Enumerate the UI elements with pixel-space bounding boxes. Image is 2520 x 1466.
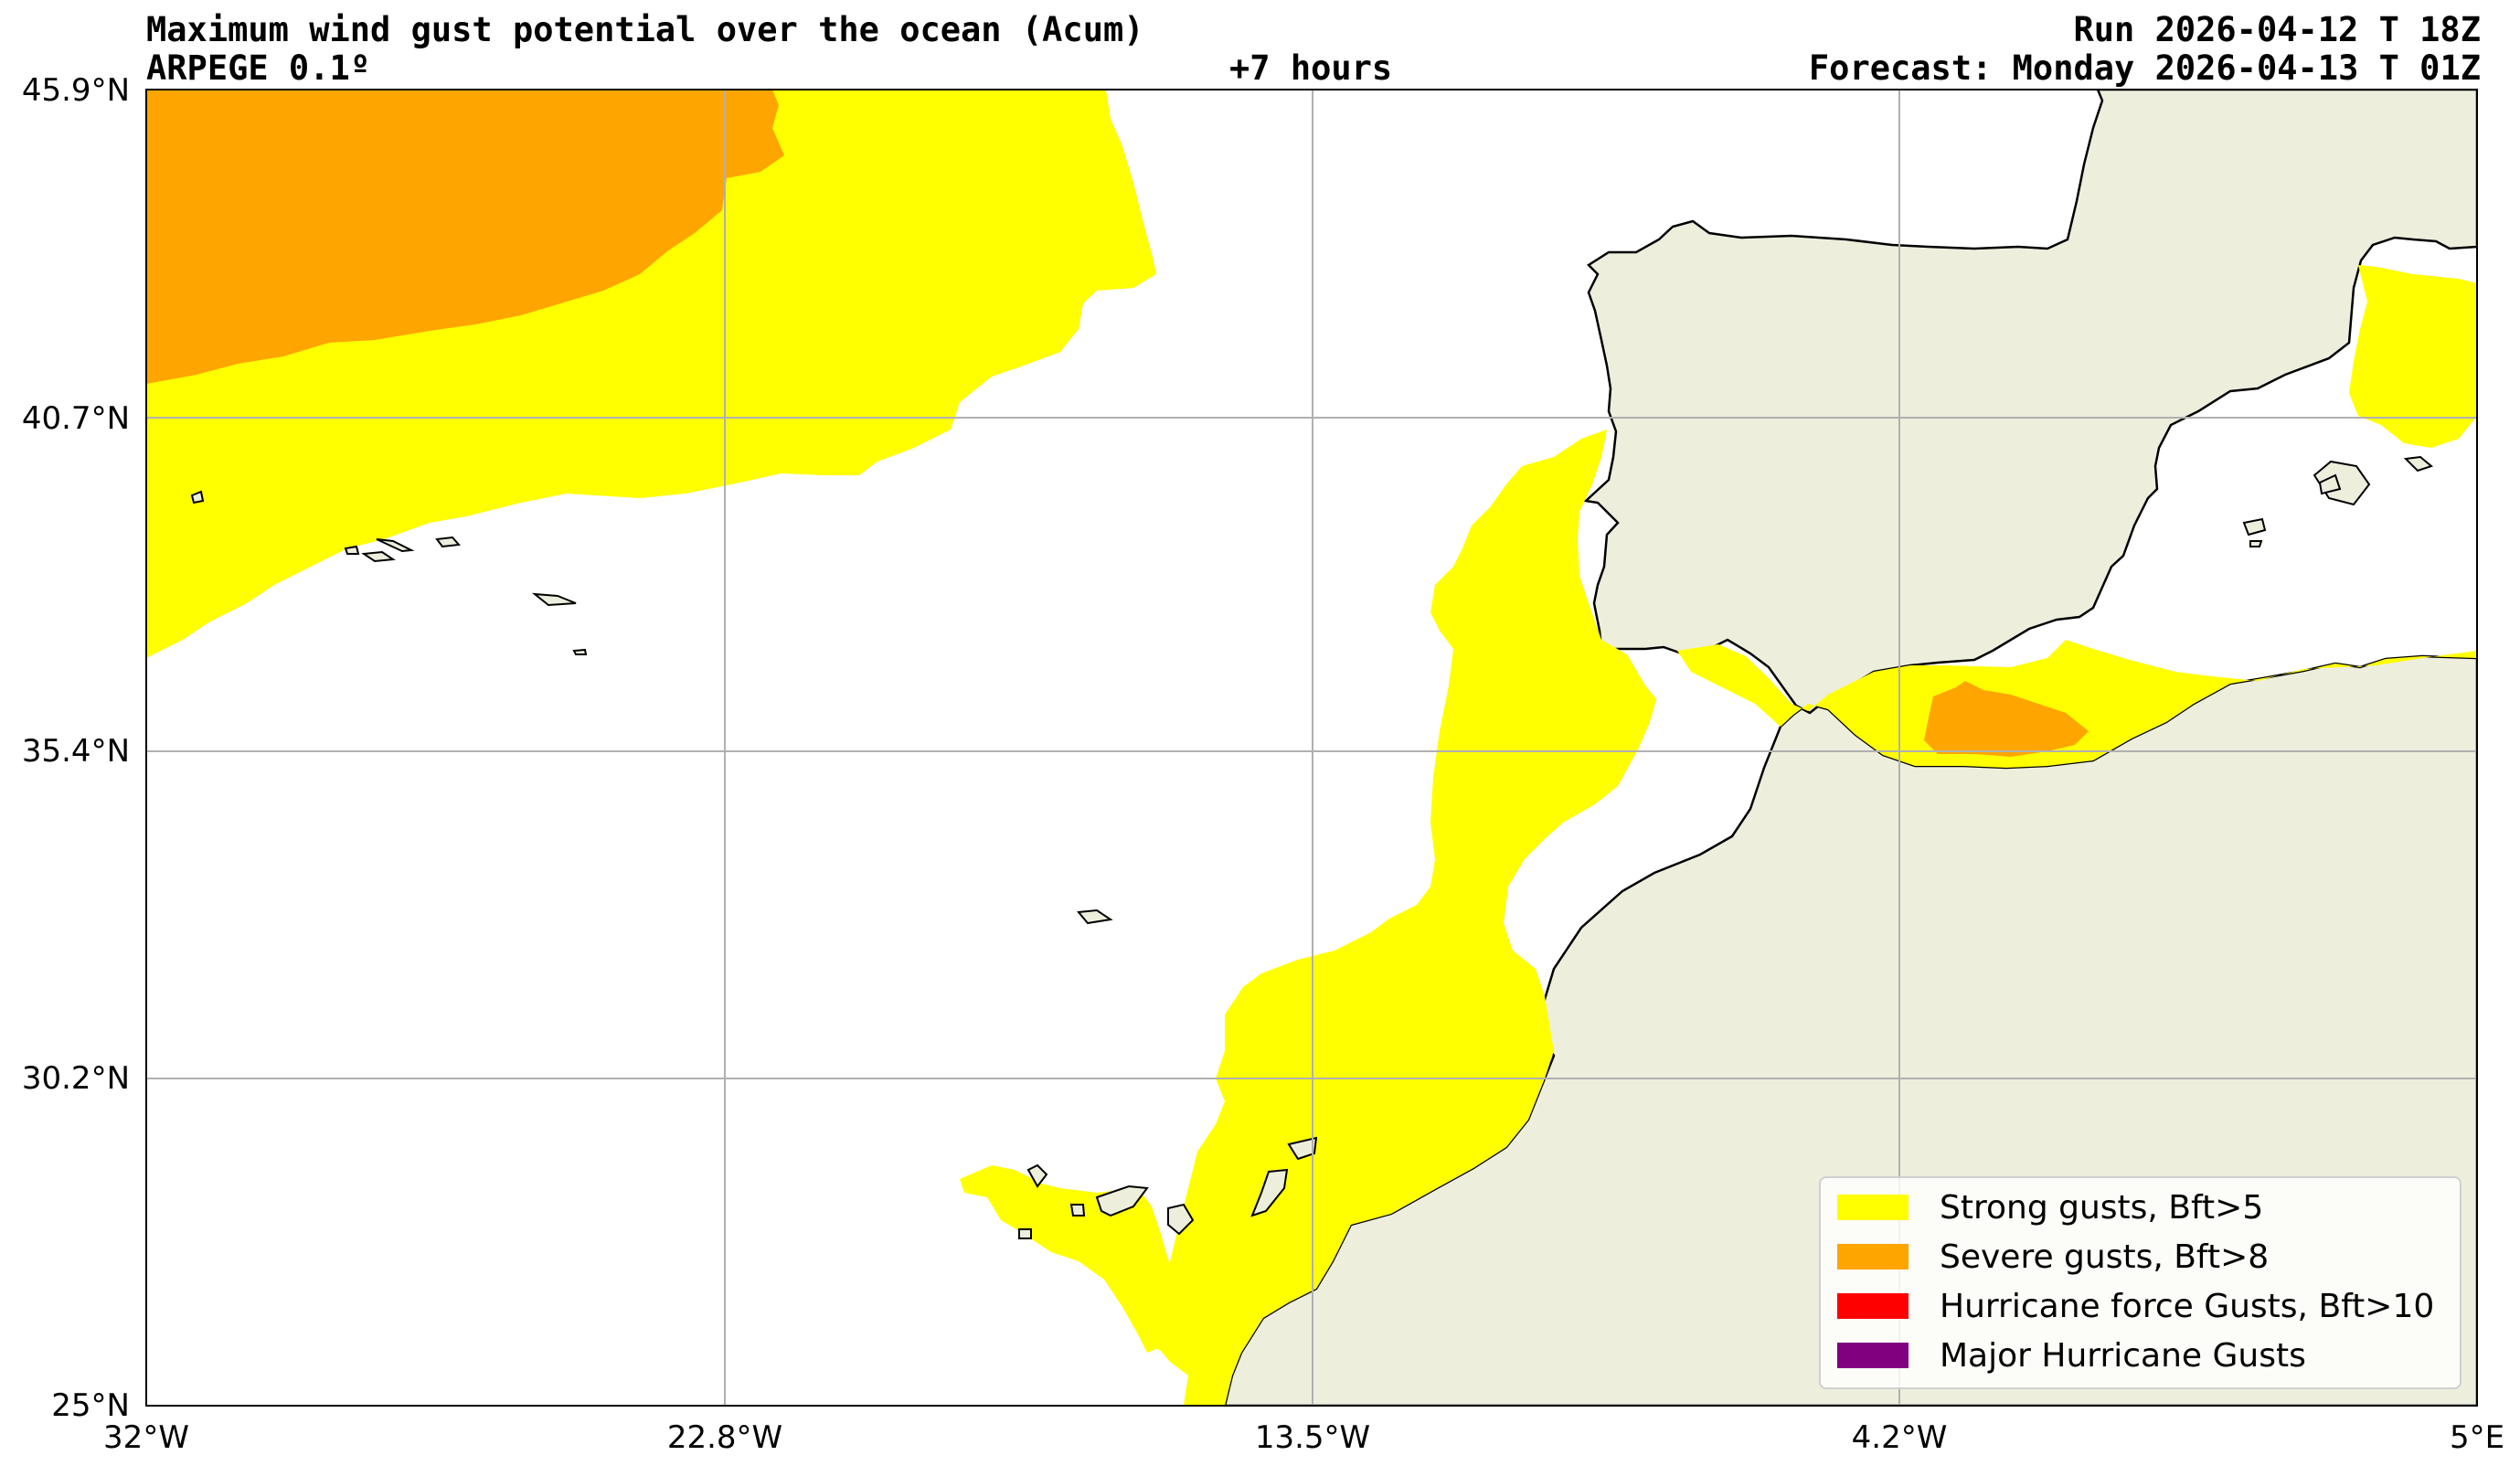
legend-item: Severe gusts, Bft>8 [1837,1238,2270,1276]
atlantic-island [344,545,360,555]
legend-label: Severe gusts, Bft>8 [1940,1238,2270,1276]
chart-title: Maximum wind gust potential over the oce… [146,10,1144,49]
canary-island [1167,1203,1195,1236]
forecast-step: +7 hours [1229,48,1393,88]
severe-gusts-area [146,90,784,384]
lat-tick-label: 25°N [51,1387,130,1424]
lon-tick-label: 4.2°W [1851,1419,1948,1456]
canary-island [1287,1136,1318,1161]
lon-tick-label: 32°W [103,1419,189,1456]
atlantic-island [190,490,205,505]
forecast-time: Forecast: Monday 2026-04-13 T 01Z [1808,48,2481,88]
lon-tick-label: 13.5°W [1254,1419,1371,1456]
lon-tick-label: 5°E [2449,1419,2505,1456]
lat-tick-label: 45.9°N [21,72,130,109]
severe-gusts-area [1924,681,2089,757]
model-label: ARPEGE 0.1º [146,48,371,88]
gridlines [146,90,2477,1406]
balearic-island [2318,473,2342,495]
legend-label: Hurricane force Gusts, Bft>10 [1940,1287,2435,1325]
atlantic-island [572,648,588,655]
canary-island [1069,1204,1086,1216]
legend-item: Major Hurricane Gusts [1837,1336,2306,1375]
legend-label: Major Hurricane Gusts [1940,1336,2306,1375]
balearic-island [2313,460,2371,506]
lat-tick-label: 30.2°N [21,1060,130,1097]
strong-gusts-area [1677,640,2477,768]
atlantic-island [361,550,396,563]
run-time: Run 2026-04-12 T 18Z [2073,10,2481,49]
legend-swatch-hurricane [1837,1293,1909,1319]
atlantic-island [531,592,577,607]
legend-item: Strong gusts, Bft>5 [1837,1188,2264,1227]
plot-frame [145,89,2478,1407]
legend: Strong gusts, Bft>5 Severe gusts, Bft>8 … [1819,1176,2462,1389]
legend-label: Strong gusts, Bft>5 [1940,1188,2264,1227]
legend-item: Hurricane force Gusts, Bft>10 [1837,1287,2435,1325]
legend-swatch-strong [1837,1195,1909,1220]
balearic-island [2242,517,2267,536]
legend-swatch-severe [1837,1244,1909,1269]
lat-tick-label: 40.7°N [21,400,130,437]
iberia-land [1583,90,2477,715]
canary-island [1095,1184,1149,1217]
atlantic-island [376,538,415,553]
strong-gusts-area [960,1165,1188,1353]
lat-tick-label: 35.4°N [21,733,130,770]
atlantic-island [435,536,462,548]
lon-tick-label: 22.8°W [666,1419,783,1456]
strong-gusts-area [1147,430,1656,1406]
canary-island [1250,1168,1289,1217]
balearic-island [2403,455,2434,473]
strong-gusts-area [2349,265,2477,448]
canary-island [1026,1163,1048,1188]
balearic-island [2249,540,2263,547]
canary-island [1018,1228,1032,1239]
atlantic-island [1077,908,1113,925]
legend-swatch-major-hurricane [1837,1343,1909,1368]
